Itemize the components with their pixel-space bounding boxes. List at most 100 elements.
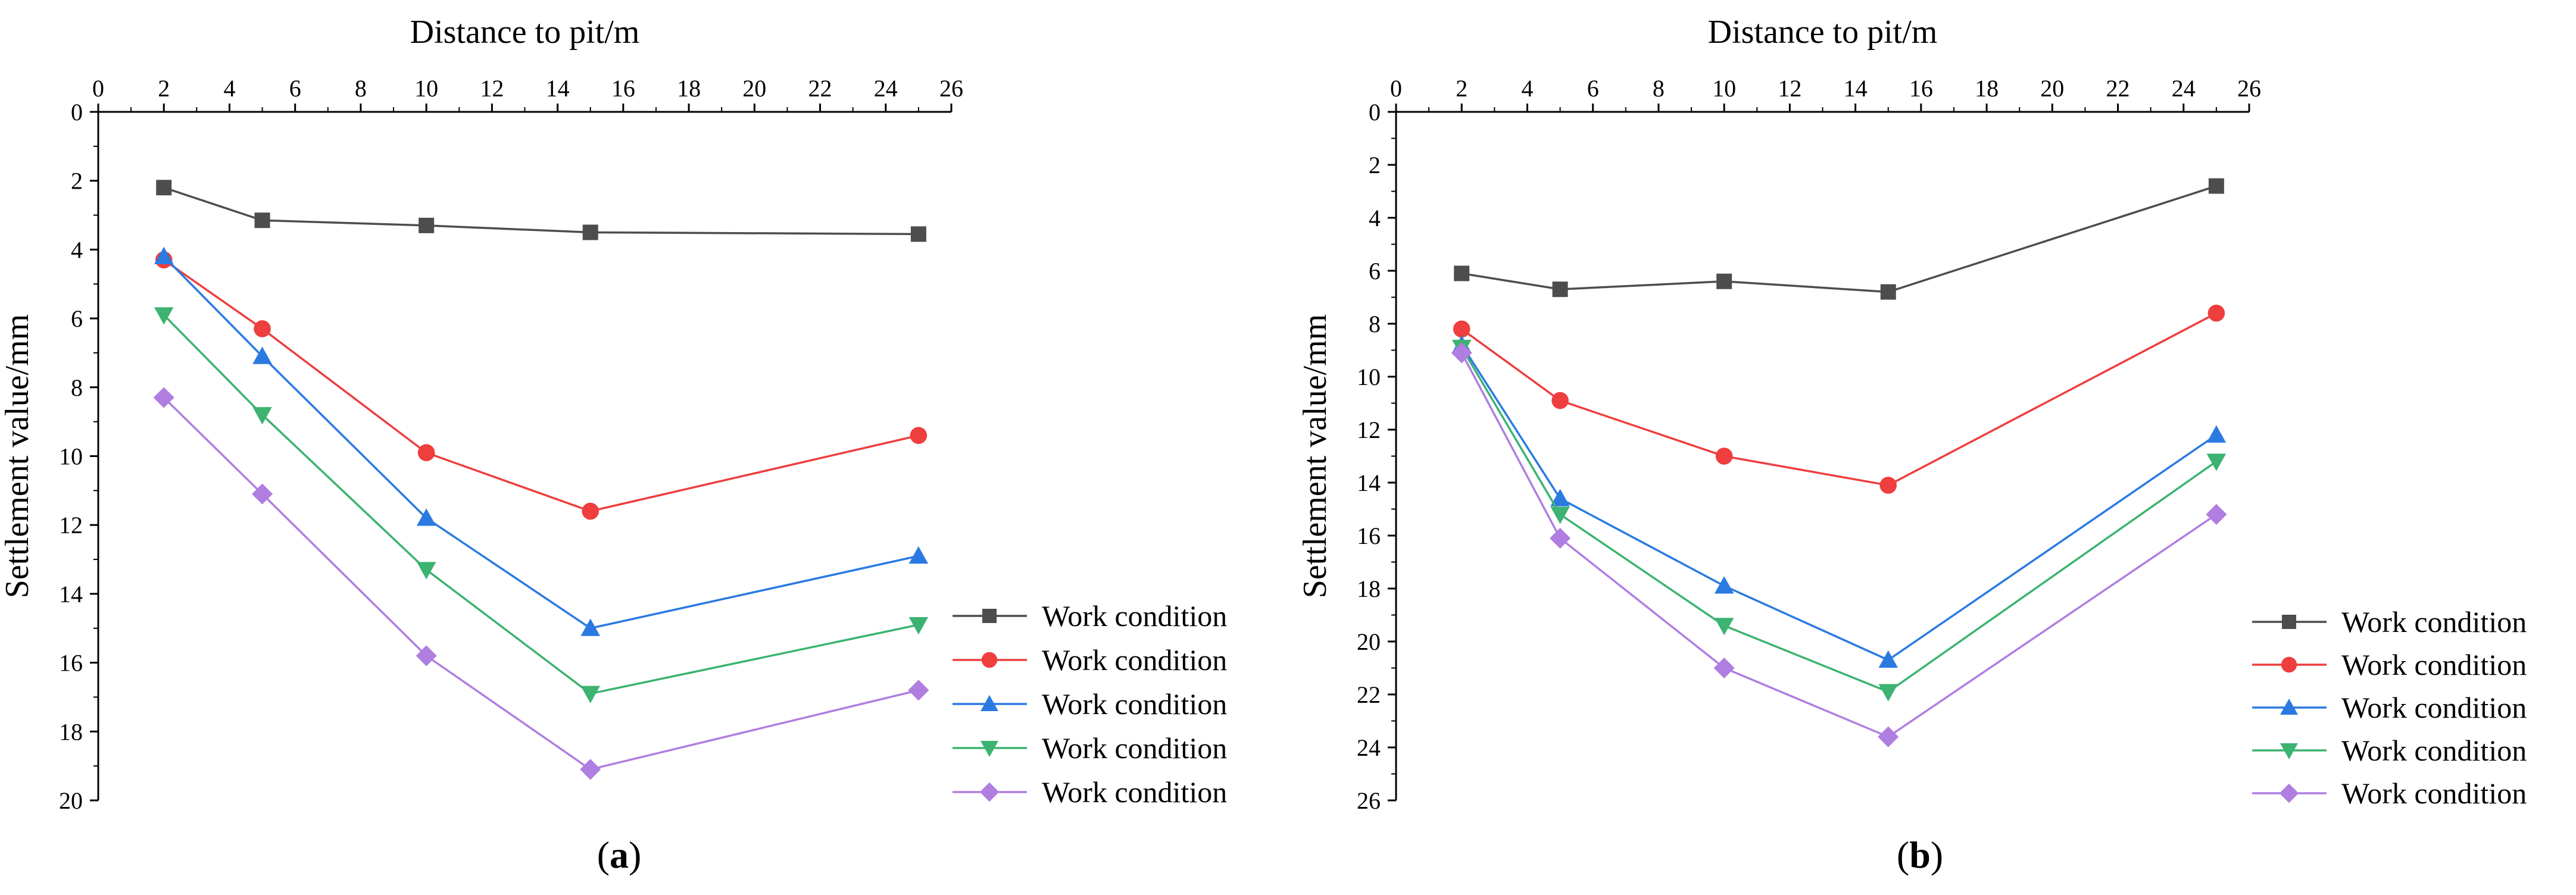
data-point — [252, 407, 272, 425]
data-point — [416, 562, 436, 580]
series-3 — [154, 246, 929, 636]
legend-marker — [2280, 743, 2298, 759]
legend-label: Work condition — [1042, 775, 1227, 809]
legend-label: Work condition — [2341, 648, 2527, 681]
series-line — [163, 186, 919, 236]
chart-panel-a: 0 2 4 6 8 10 12 14 16 18 20 22 24 2602468101214161820… — [0, 14, 1227, 876]
x-tick-label: 2 — [158, 75, 170, 102]
x-tick-label: 26 — [939, 75, 963, 102]
data-point — [1714, 618, 1734, 636]
series-2 — [155, 251, 928, 520]
data-point — [417, 444, 435, 462]
series-4 — [154, 307, 929, 703]
y-tick-label: 14 — [59, 581, 83, 608]
x-tick-label: 0 — [1390, 75, 1402, 102]
data-point — [416, 508, 436, 526]
x-tick-label: 22 — [808, 75, 832, 102]
y-tick-label: 18 — [1357, 575, 1381, 602]
x-tick-label: 14 — [1844, 75, 1868, 102]
legend-label: Work condition — [1042, 731, 1227, 765]
series-line — [1461, 184, 2217, 293]
data-point — [154, 307, 174, 325]
legend-label: Work condition — [2341, 777, 2527, 810]
x-tick-label: 16 — [1909, 75, 1933, 102]
y-tick-label: 18 — [59, 718, 83, 745]
data-point — [2208, 178, 2224, 194]
x-tick-label: 12 — [480, 75, 504, 102]
y-axis-title: Settlement value/mm — [1297, 314, 1334, 598]
data-point — [908, 617, 929, 635]
x-axis-title: Distance to pit/m — [1708, 14, 1938, 51]
x-tick-label: 20 — [2040, 75, 2064, 102]
legend-label: Work condition — [2341, 691, 2527, 724]
x-tick-label: 6 — [289, 75, 301, 102]
data-point — [1715, 448, 1733, 465]
x-tick-label: 26 — [2237, 75, 2261, 102]
y-tick-label: 0 — [1369, 99, 1381, 126]
x-axis-title: Distance to pit/m — [410, 14, 640, 51]
y-tick-label: 2 — [1369, 152, 1381, 179]
series-line — [163, 259, 919, 512]
chart-panel-b: 0 2 4 6 8 10 12 14 16 18 20 22 24 2602468101214161820… — [1297, 14, 2527, 876]
data-point — [2206, 503, 2227, 525]
x-tick-label: 20 — [742, 75, 766, 102]
legend-label: Work condition — [1042, 599, 1227, 633]
data-point — [910, 427, 928, 445]
y-tick-label: 8 — [71, 374, 83, 401]
series-line — [1461, 312, 2217, 487]
x-tick-label: 10 — [414, 75, 438, 102]
data-point — [1713, 657, 1735, 679]
panel-letter: b — [1909, 834, 1931, 876]
data-point — [252, 483, 273, 505]
y-tick-label: 4 — [1369, 205, 1381, 231]
x-tick-label: 18 — [677, 75, 701, 102]
series-3 — [1451, 335, 2227, 668]
series-line — [163, 396, 919, 771]
x-tick-label: 8 — [355, 75, 367, 102]
x-tick-label: 12 — [1778, 75, 1801, 102]
legend-label: Work condition — [1042, 687, 1227, 721]
legend-marker — [2279, 783, 2299, 803]
y-tick-label: 10 — [1357, 364, 1381, 390]
x-tick-label: 0 — [92, 75, 104, 102]
data-point — [910, 226, 926, 242]
series-5 — [1451, 342, 2227, 747]
data-point — [1878, 726, 1899, 747]
series-4 — [1451, 340, 2227, 702]
series-line — [1460, 352, 2217, 738]
data-point — [582, 502, 599, 520]
x-tick-label: 14 — [546, 75, 570, 102]
x-tick-label: 24 — [2172, 75, 2196, 102]
data-point — [1454, 265, 1470, 281]
legend-marker — [982, 609, 997, 623]
data-point — [1879, 477, 1897, 494]
legend-label: Work condition — [2341, 605, 2527, 639]
x-tick-label: 6 — [1587, 75, 1599, 102]
data-point — [580, 686, 600, 703]
data-point — [2207, 304, 2225, 322]
y-tick-label: 6 — [1369, 258, 1381, 284]
y-tick-label: 6 — [71, 305, 83, 332]
panel-letter: a — [610, 834, 629, 876]
series-line — [163, 255, 919, 630]
legend-marker — [2281, 656, 2297, 673]
data-point — [580, 618, 600, 636]
x-tick-label: 16 — [611, 75, 635, 102]
series-1 — [156, 180, 926, 242]
y-tick-label: 12 — [1357, 417, 1381, 443]
y-tick-label: 10 — [59, 443, 83, 470]
series-line — [1460, 344, 2217, 662]
x-tick-label: 4 — [223, 75, 235, 102]
data-point — [254, 212, 270, 229]
data-point — [1550, 527, 1571, 549]
data-point — [1880, 284, 1896, 300]
data-point — [1451, 342, 1472, 364]
panel-label: (b) — [1897, 834, 1943, 876]
legend-marker — [981, 695, 998, 711]
y-tick-label: 20 — [59, 787, 83, 814]
x-tick-label: 2 — [1456, 75, 1467, 102]
data-point — [1453, 320, 1470, 338]
y-tick-label: 8 — [1369, 311, 1381, 337]
data-point — [156, 180, 172, 196]
